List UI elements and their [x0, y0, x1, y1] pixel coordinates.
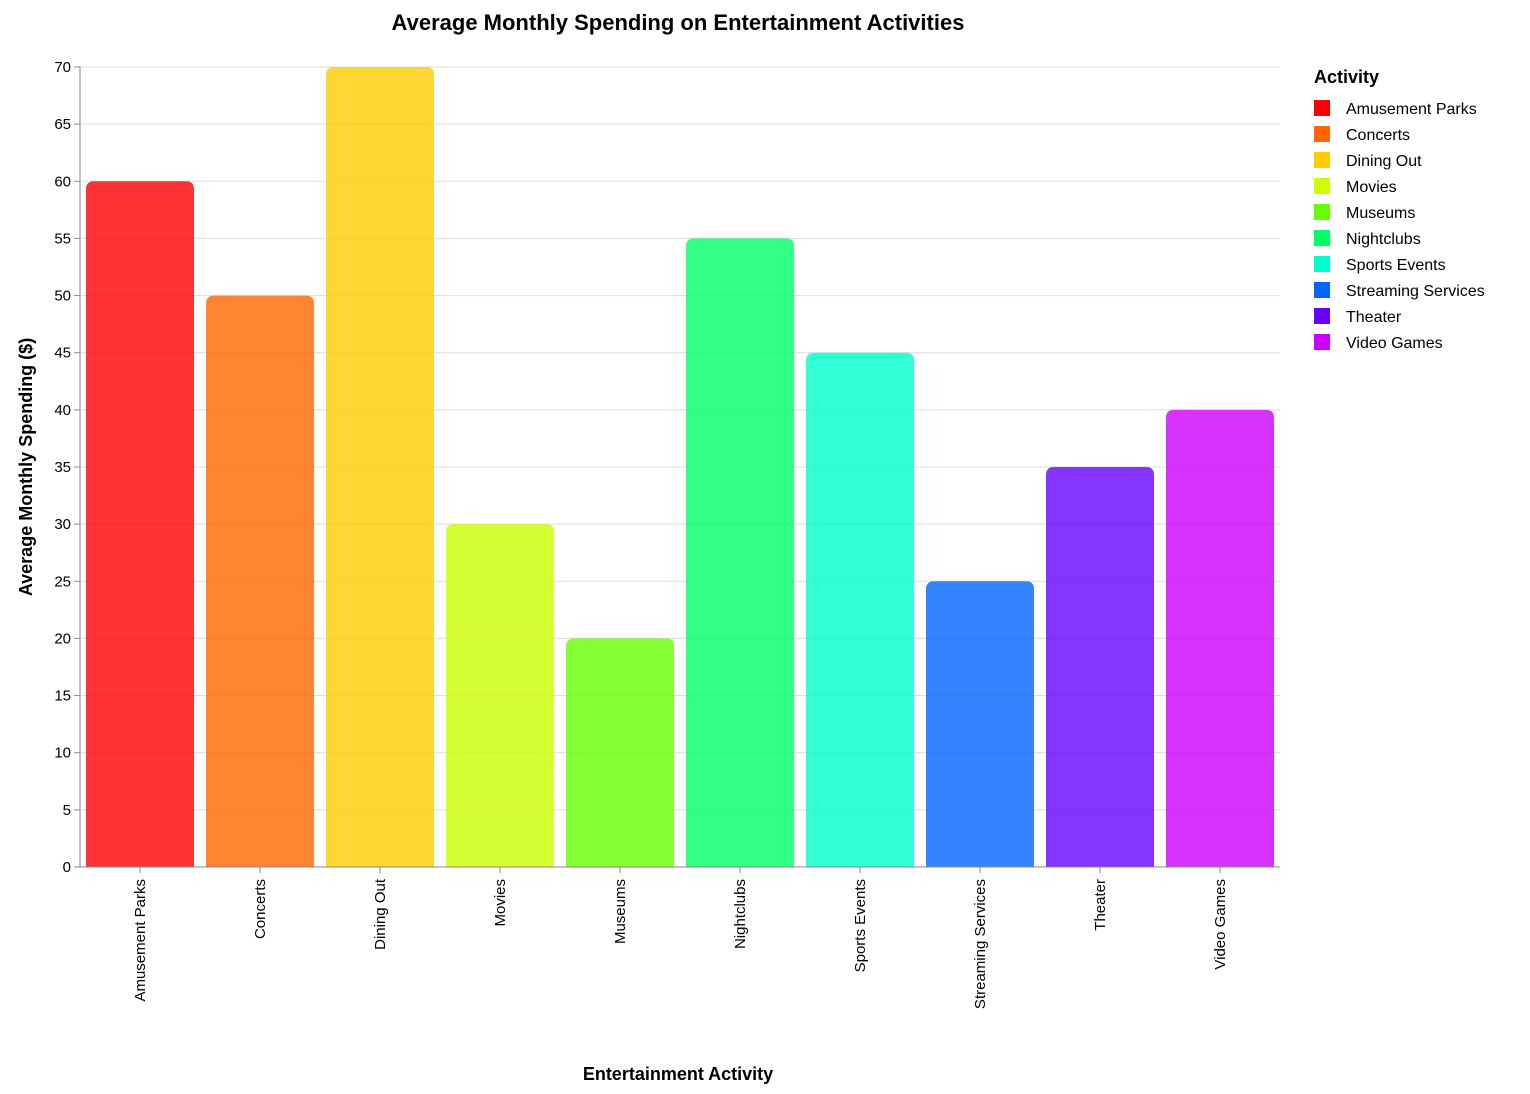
y-tick-label: 30 — [54, 516, 71, 533]
legend-label: Theater — [1346, 309, 1402, 326]
bar-sports-events — [806, 352, 914, 867]
y-tick-label: 10 — [54, 745, 71, 762]
bar-video-games — [1166, 409, 1274, 867]
y-tick-label: 60 — [54, 173, 71, 190]
legend-swatch — [1314, 126, 1330, 142]
legend-swatch — [1314, 230, 1330, 246]
bar-amusement-parks — [86, 181, 194, 868]
y-tick-label: 50 — [54, 288, 71, 305]
legend-swatch — [1314, 178, 1330, 194]
legend-label: Dining Out — [1346, 153, 1422, 170]
x-axis: Amusement Parks Concerts Dining Out Movies M… — [80, 866, 1280, 1009]
bar-nightclubs — [686, 238, 794, 867]
legend-swatch — [1314, 308, 1330, 324]
bars — [86, 67, 1274, 868]
bar-concerts — [206, 295, 314, 868]
legend-label: Museums — [1346, 205, 1415, 222]
legend-swatch — [1314, 282, 1330, 298]
y-tick-label: 5 — [63, 802, 71, 819]
legend-title: Activity — [1314, 67, 1379, 87]
y-tick-label: 20 — [54, 630, 71, 647]
bar-streaming-services — [926, 581, 1034, 867]
y-tick-label: 15 — [54, 688, 71, 705]
x-tick-label: Sports Events — [852, 879, 869, 972]
y-tick-label: 55 — [54, 230, 71, 247]
legend-label: Nightclubs — [1346, 231, 1421, 248]
legend-swatch — [1314, 204, 1330, 220]
y-tick-label: 45 — [54, 345, 71, 362]
x-tick-label: Nightclubs — [732, 879, 749, 949]
legend: Activity Amusement Parks Concerts Dining O… — [1314, 67, 1485, 352]
x-tick-label: Video Games — [1212, 879, 1229, 970]
y-tick-label: 0 — [63, 859, 71, 876]
y-tick-label: 65 — [54, 116, 71, 133]
legend-label: Streaming Services — [1346, 283, 1485, 300]
bar-museums — [566, 638, 674, 867]
y-tick-label: 70 — [54, 59, 71, 76]
x-tick-label: Streaming Services — [972, 879, 989, 1009]
x-tick-label: Concerts — [252, 879, 269, 939]
legend-label: Amusement Parks — [1346, 101, 1477, 118]
x-tick-label: Movies — [492, 879, 509, 927]
y-tick-label: 35 — [54, 459, 71, 476]
legend-label: Concerts — [1346, 127, 1410, 144]
x-tick-label: Museums — [612, 879, 629, 944]
x-tick-label: Theater — [1092, 879, 1109, 931]
bar-dining-out — [326, 67, 434, 867]
legend-label: Video Games — [1346, 335, 1443, 352]
legend-swatch — [1314, 256, 1330, 272]
legend-label: Sports Events — [1346, 257, 1446, 274]
legend-label: Movies — [1346, 179, 1397, 196]
y-tick-label: 40 — [54, 402, 71, 419]
bar-movies — [446, 524, 554, 867]
x-axis-title: Entertainment Activity — [583, 1064, 773, 1084]
chart-title: Average Monthly Spending on Entertainmen… — [392, 10, 965, 35]
x-tick-label: Amusement Parks — [132, 879, 149, 1002]
x-tick-label: Dining Out — [372, 878, 389, 950]
y-axis-title: Average Monthly Spending ($) — [16, 338, 36, 596]
y-axis: 0 5 10 15 20 25 30 35 40 45 50 55 60 65 70 — [54, 59, 81, 876]
bar-theater — [1046, 467, 1154, 867]
y-tick-label: 25 — [54, 573, 71, 590]
legend-swatch — [1314, 100, 1330, 116]
legend-swatch — [1314, 334, 1330, 350]
legend-swatch — [1314, 152, 1330, 168]
